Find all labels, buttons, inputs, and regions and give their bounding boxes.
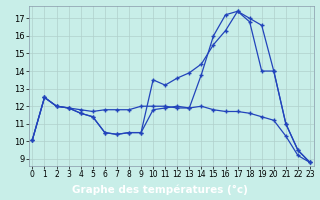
Text: Graphe des températures (°c): Graphe des températures (°c) bbox=[72, 184, 248, 195]
